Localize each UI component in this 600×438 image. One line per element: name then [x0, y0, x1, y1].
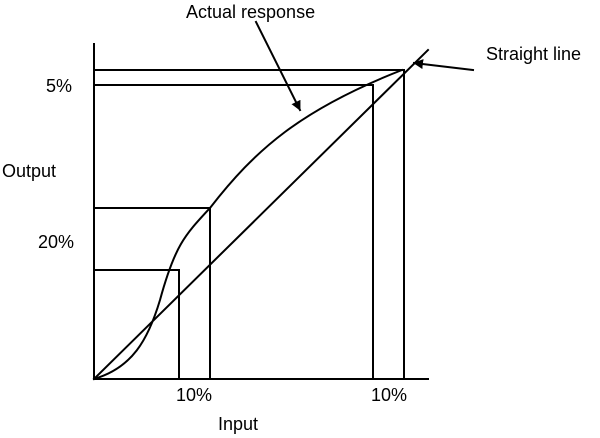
straight-line-arrow — [412, 59, 475, 72]
output-axis-label: Output — [2, 161, 57, 181]
straight-line-label: Straight line — [486, 44, 582, 64]
actual-response-curve — [92, 68, 404, 381]
input-axis-label: Input — [218, 414, 259, 434]
straight-line — [92, 48, 430, 381]
x-tick-label-right: 10% — [371, 385, 408, 405]
actual-response-label: Actual response — [186, 2, 316, 22]
y-tick-label-mid: 20% — [38, 232, 75, 252]
y-tick-label-top: 5% — [46, 76, 73, 96]
actual-response-arrow — [254, 20, 302, 112]
x-tick-label-left: 10% — [176, 385, 213, 405]
